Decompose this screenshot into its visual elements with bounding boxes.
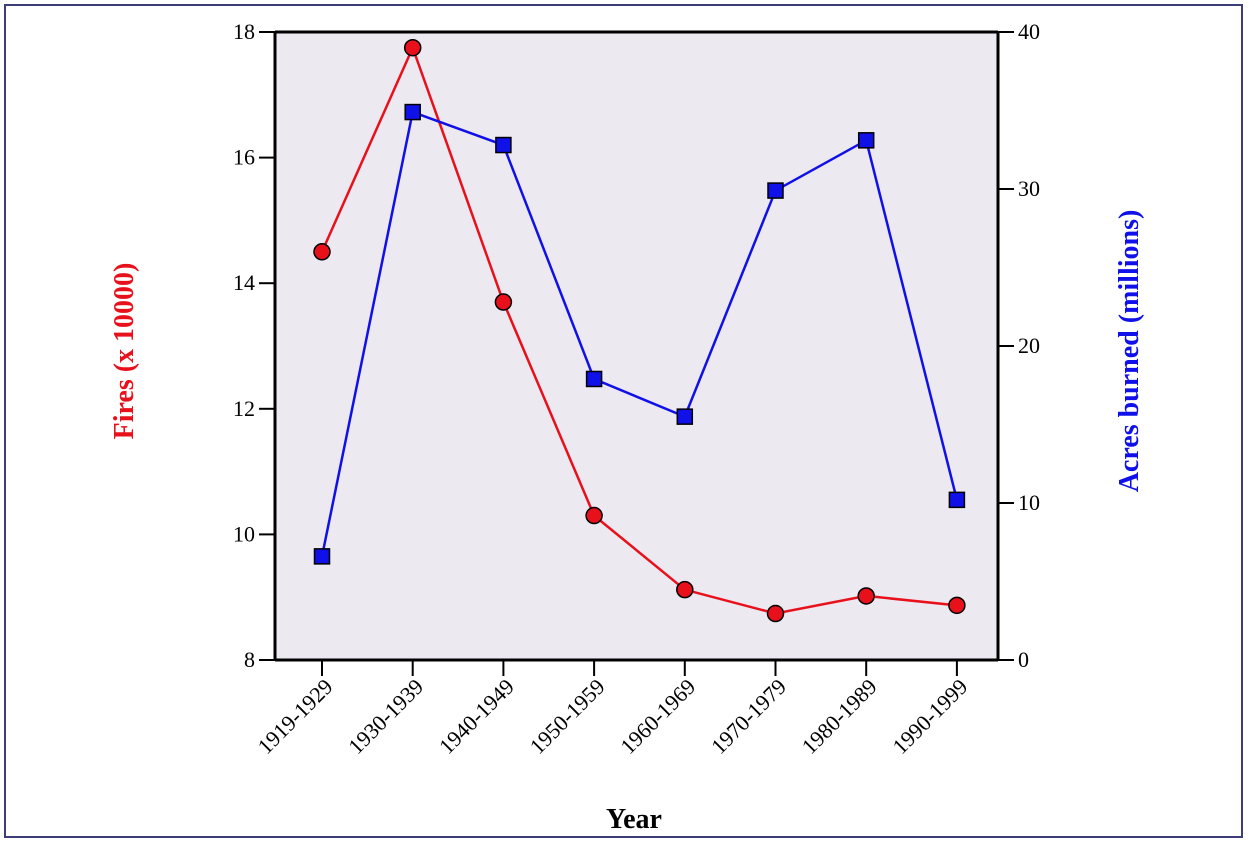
acres-series-line	[320, 110, 959, 557]
series-layer	[313, 38, 966, 623]
left-axis-tick-label: 14	[233, 270, 255, 295]
left-axis-tick-label: 16	[233, 145, 255, 170]
x-axis-tick-label: 1960-1969	[615, 674, 700, 759]
fires-data-point	[585, 506, 603, 525]
x-axis-tick-label: 1970-1979	[706, 674, 791, 759]
right-axis-tick-label: 20	[1018, 333, 1040, 358]
fires-data-point	[766, 604, 785, 623]
fires-data-point	[313, 243, 331, 261]
x-axis-tick-label: 1980-1989	[797, 674, 882, 759]
fires-data-point	[403, 38, 422, 57]
fires-data-point	[857, 587, 875, 605]
left-axis-title: Fires (x 10000)	[109, 263, 140, 440]
x-axis-tick-label: 1930-1939	[343, 674, 428, 759]
acres-data-point	[585, 370, 603, 388]
right-axis-tick-label: 0	[1018, 647, 1029, 672]
left-axis-tick-label: 18	[233, 19, 255, 44]
acres-data-point	[404, 103, 421, 121]
right-axis-title: Acres burned (millions)	[1114, 210, 1145, 493]
left-axis-tick-label: 12	[233, 396, 255, 421]
right-axis-tick-label: 40	[1018, 19, 1040, 44]
x-axis-title: Year	[606, 804, 662, 835]
acres-data-point	[313, 548, 331, 565]
acres-data-point	[767, 182, 784, 199]
x-axis-tick-label: 1940-1949	[434, 674, 519, 759]
acres-data-point	[676, 408, 694, 425]
fires-data-point	[494, 293, 513, 311]
left-axis-tick-label: 8	[244, 647, 255, 672]
acres-data-point	[857, 132, 875, 149]
right-axis-tick-label: 30	[1018, 176, 1040, 201]
right-axis-tick-label: 10	[1018, 490, 1040, 515]
x-axis-tick-label: 1919-1929	[252, 674, 337, 759]
acres-data-point	[495, 136, 512, 154]
fires-data-point	[676, 580, 694, 599]
fires-series-line	[320, 44, 958, 615]
acres-data-point	[948, 491, 966, 509]
left-axis-tick-label: 10	[233, 521, 255, 546]
plot-area-background	[275, 32, 998, 660]
x-axis-tick-label: 1950-1959	[525, 674, 610, 759]
x-axis-tick-label: 1990-1999	[887, 674, 972, 759]
fires-data-point	[948, 596, 966, 615]
